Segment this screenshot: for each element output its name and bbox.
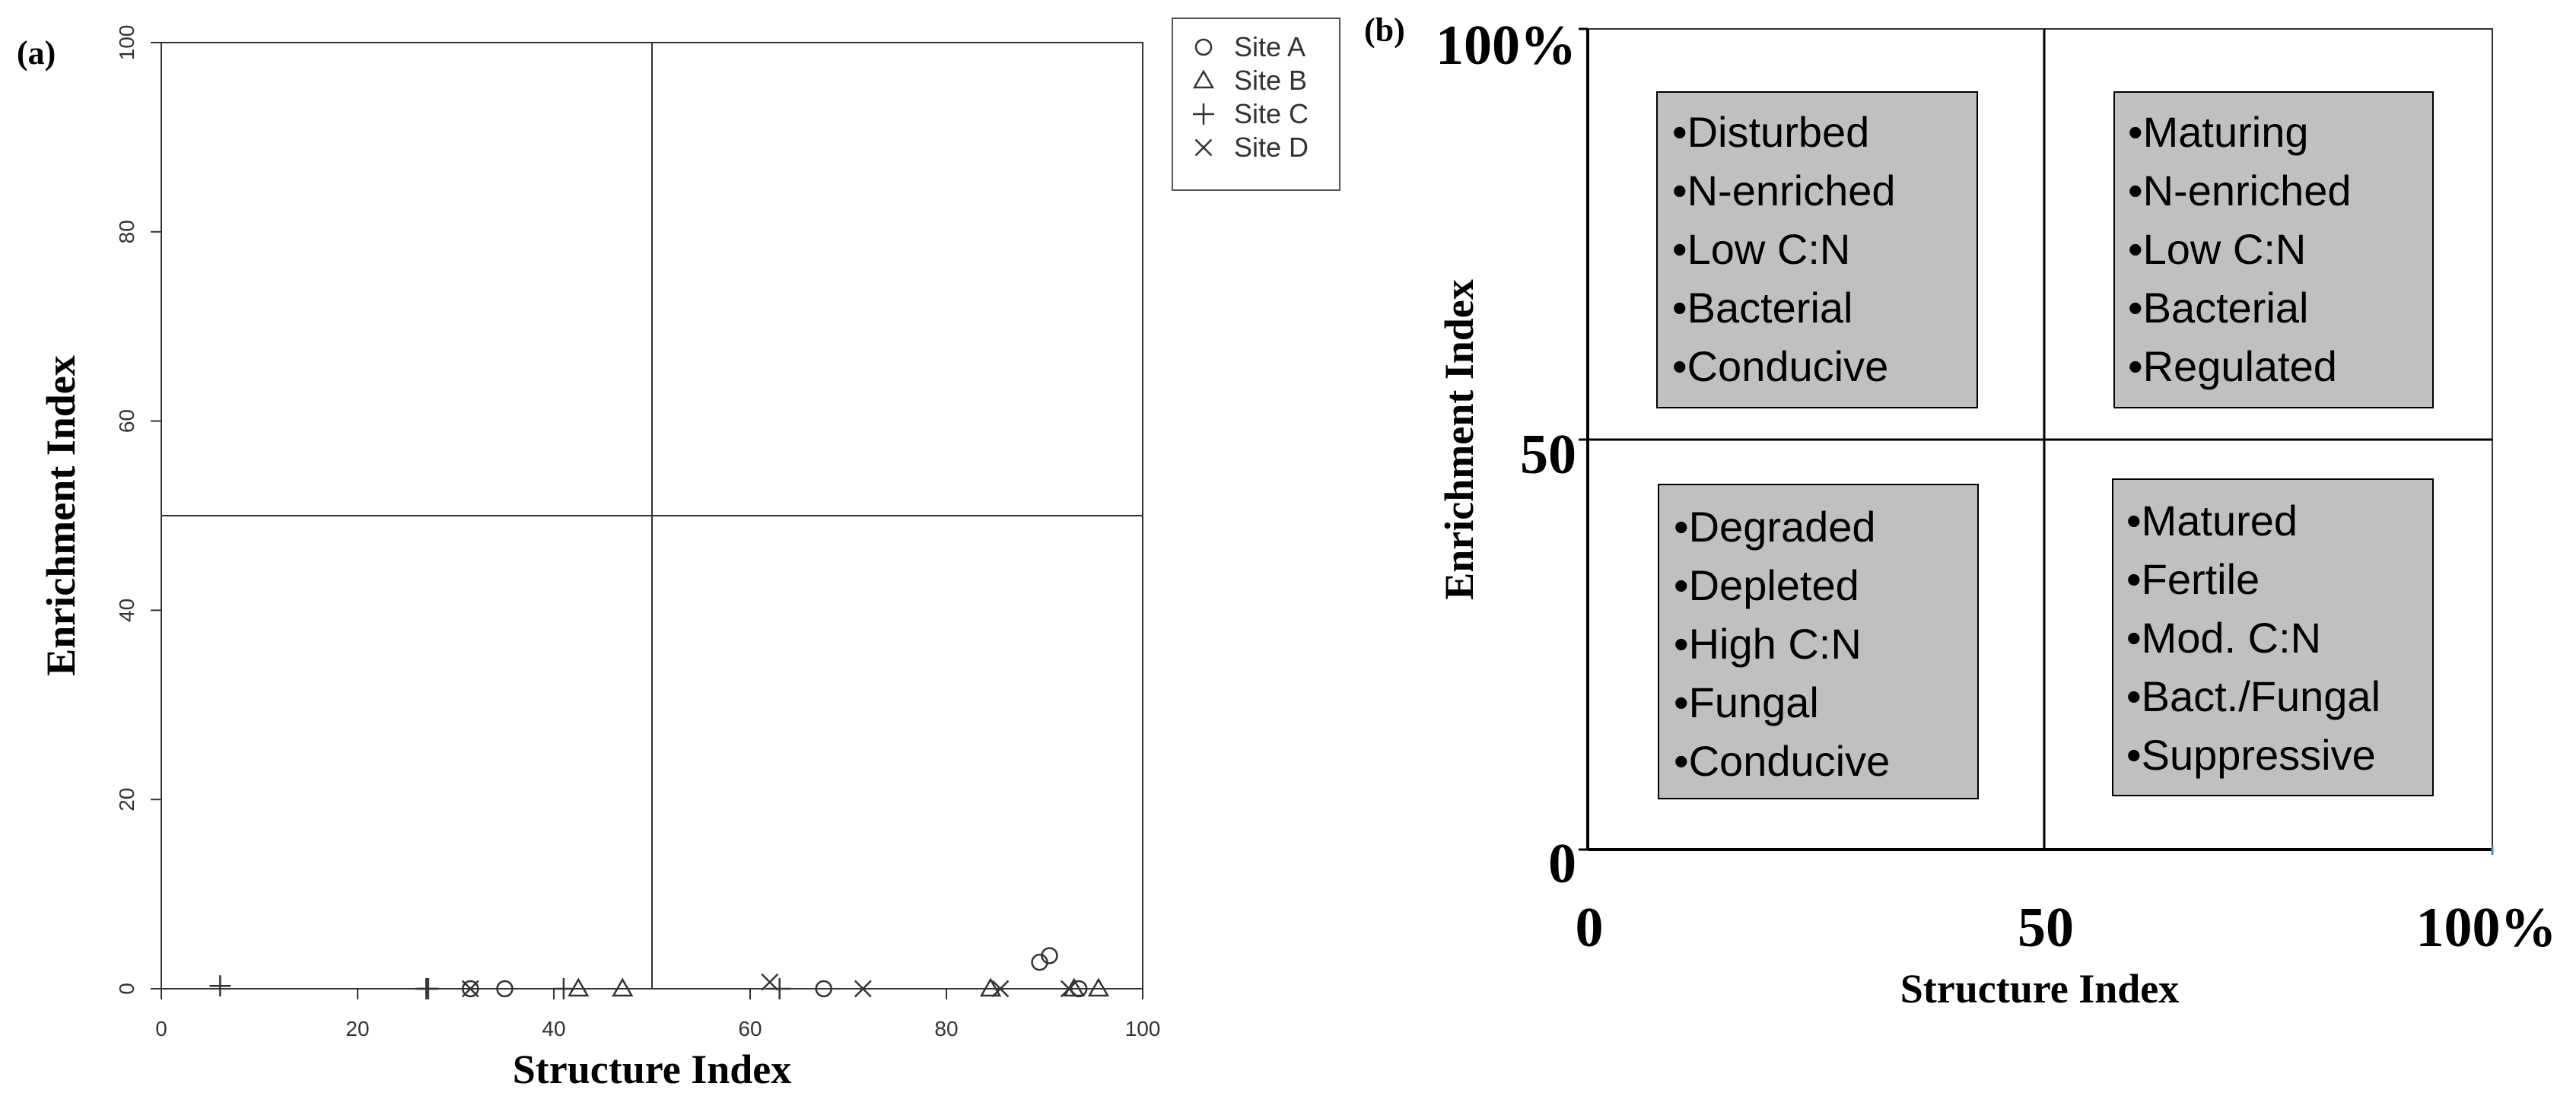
data-point-site-d: [854, 980, 872, 998]
x-tick-label: 100%: [2416, 897, 2557, 959]
x-axis-label: Structure Index: [513, 1047, 792, 1092]
data-point-site-a: [496, 980, 514, 998]
legend-marker-site-a: [1194, 38, 1213, 56]
quadrant-item: •Bact./Fungal: [2126, 672, 2380, 720]
data-point-site-c: [552, 978, 574, 999]
y-tick-label: 50: [1520, 424, 1576, 486]
quadrant-item: •Suppressive: [2126, 731, 2376, 779]
y-axis-label: Enrichment Index: [38, 355, 84, 676]
quadrant-text-lower-left: •Degraded •Depleted •High C:N •Fungal •C…: [1674, 503, 1890, 785]
scatter-panel: (a) 0 20 40 60 80 100 0 20 40 60 80 100 Structure …: [17, 17, 1340, 1092]
data-point-site-b: [1087, 977, 1110, 997]
quadrant-item: •Low C:N: [2128, 225, 2306, 273]
quadrant-item: •Conducive: [1674, 737, 1890, 785]
legend-label: Site D: [1234, 132, 1309, 163]
quadrant-item: •Bacterial: [1672, 284, 1852, 332]
x-axis-ticks: 0 20 40 60 80 100: [155, 989, 1160, 1040]
y-tick-label: 0: [115, 983, 138, 995]
legend-label: Site A: [1234, 31, 1305, 62]
x-tick-label: 50: [2018, 897, 2074, 959]
quadrant-box-lower-left: [1658, 484, 1979, 799]
data-point-site-b: [568, 977, 590, 997]
quadrant-item: •Disturbed: [1672, 108, 1869, 156]
quadrant-box-upper-right: [2113, 91, 2434, 408]
quadrant-item: •Conducive: [1672, 342, 1888, 390]
data-point-site-a: [462, 980, 479, 998]
y-tick-label: 60: [115, 409, 138, 433]
data-point-site-b: [612, 977, 634, 997]
quadrant-item: •Low C:N: [1672, 225, 1850, 273]
data-point-site-b: [979, 977, 1002, 997]
quadrant-text-upper-left: •Disturbed •N-enriched •Low C:N •Bacteri…: [1672, 108, 1896, 390]
y-tick-label: 20: [115, 788, 138, 812]
legend-label: Site B: [1234, 65, 1307, 96]
quadrant-item: •N-enriched: [1672, 167, 1896, 214]
panel-b-label: (b): [1364, 11, 1405, 49]
x-tick-label: 0: [155, 1017, 167, 1040]
panel-a-label: (a): [17, 34, 56, 71]
legend-marker-site-d: [1194, 138, 1213, 157]
quadrant-item: •Fertile: [2126, 555, 2260, 603]
legend-label: Site C: [1234, 98, 1309, 129]
quadrant-item: •Matured: [2126, 497, 2298, 545]
y-tick-label: 100%: [1436, 14, 1576, 77]
data-point-site-a: [1041, 947, 1058, 964]
x-tick-label: 40: [542, 1017, 565, 1040]
x-tick-label: 80: [934, 1017, 958, 1040]
quadrant-item: •Maturing: [2128, 108, 2308, 156]
data-point-site-a: [815, 980, 832, 998]
quadrant-item: •Mod. C:N: [2126, 614, 2321, 662]
quadrant-item: •Degraded: [1674, 503, 1876, 551]
y-axis-ticks: 0 20 40 60 80 100: [115, 25, 161, 995]
x-axis-label: Structure Index: [1900, 966, 2180, 1012]
y-tick-label: 40: [115, 599, 138, 622]
y-tick-label: 0: [1548, 833, 1576, 895]
y-tick-label: 80: [115, 220, 138, 243]
legend-marker-site-b: [1192, 69, 1215, 89]
data-point-site-d: [761, 973, 779, 991]
data-point-site-c: [768, 978, 790, 999]
quadrant-item: •Depleted: [1674, 561, 1859, 609]
quadrant-item: •Bacterial: [2128, 284, 2308, 332]
quadrant-box-lower-right: [2112, 478, 2434, 796]
x-tick-label: 60: [738, 1017, 762, 1040]
y-tick-label: 100: [115, 25, 138, 61]
data-point-site-c: [417, 978, 439, 999]
quadrant-text-lower-right: •Matured •Fertile •Mod. C:N •Bact./Funga…: [2126, 497, 2380, 779]
data-point-site-d: [461, 980, 479, 998]
reference-lines: [161, 43, 1143, 989]
x-tick-label: 20: [345, 1017, 369, 1040]
data-point-site-d: [991, 980, 1010, 998]
legend-marker-site-c: [1193, 103, 1214, 125]
quadrant-diagram-panel: (b) 100% 50 0 0 50 100% Structure Index …: [1364, 11, 2557, 1012]
x-tick-label: 100: [1125, 1017, 1161, 1040]
quadrant-item: •N-enriched: [2128, 167, 2352, 214]
data-points: [209, 947, 1110, 999]
quadrant-box-upper-left: [1656, 91, 1978, 408]
legend-box: [1172, 17, 1340, 191]
data-point-site-c: [209, 975, 231, 997]
quadrant-item: •High C:N: [1674, 620, 1862, 668]
quadrant-text-upper-right: •Maturing •N-enriched •Low C:N •Bacteria…: [2128, 108, 2352, 390]
quadrant-item: •Regulated: [2128, 342, 2337, 390]
y-axis-label: Enrichment Index: [1436, 279, 1482, 600]
quadrant-item: •Fungal: [1674, 678, 1819, 726]
data-point-site-d: [1060, 980, 1078, 998]
x-tick-label: 0: [1576, 897, 1604, 959]
